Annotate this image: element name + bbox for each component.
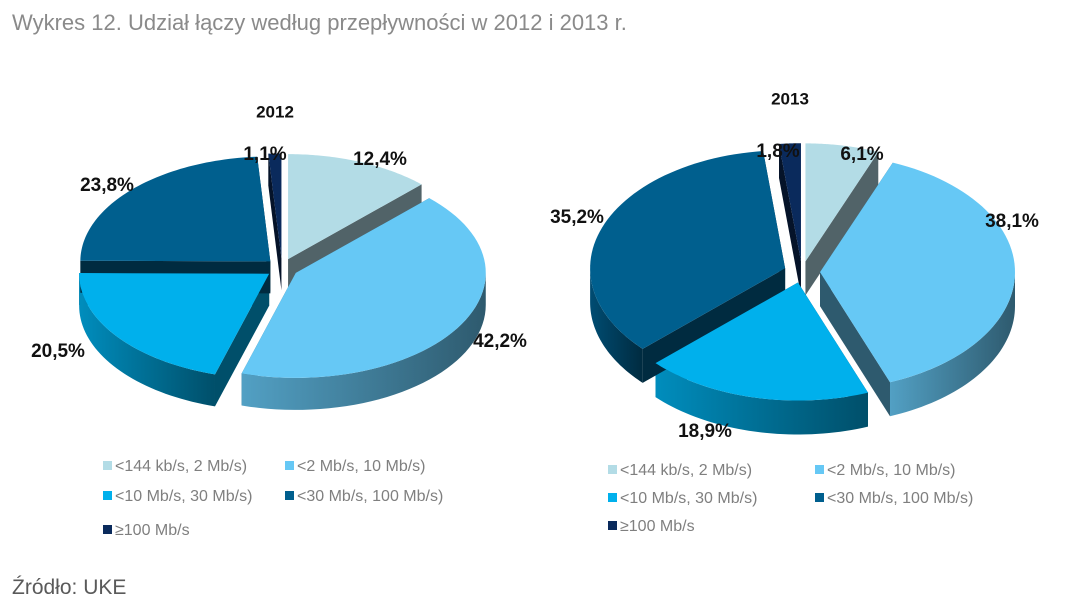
legend-swatch <box>815 465 824 474</box>
pie-year-title: 2012 <box>256 102 294 121</box>
pie-slice-side <box>79 273 215 407</box>
pie-slice <box>805 143 879 262</box>
pie-2012: 2012 12,4% 42,2% 20,5% 23,8% 1,1% <box>31 102 527 410</box>
data-label: 42,2% <box>473 331 527 352</box>
data-label: 35,2% <box>550 207 604 228</box>
legend-swatch <box>608 465 617 474</box>
data-label: 23,8% <box>80 175 134 196</box>
pie-slice-wall <box>778 143 801 296</box>
legend-item: ≥100 Mb/s <box>103 522 190 540</box>
pie-slice-side <box>890 272 1015 417</box>
legend-label: ≥100 Mb/s <box>115 522 190 539</box>
data-label: 18,9% <box>678 421 732 442</box>
legend-label: <2 Mb/s, 10 Mb/s) <box>827 462 956 479</box>
data-label: 1,8% <box>756 141 799 162</box>
legend-swatch <box>103 491 112 500</box>
legend-label: <10 Mb/s, 30 Mb/s) <box>620 490 758 507</box>
legend-label: <2 Mb/s, 10 Mb/s) <box>297 458 426 475</box>
pie-slice-side <box>655 363 868 435</box>
legend-swatch <box>608 493 617 502</box>
legend-item: <2 Mb/s, 10 Mb/s) <box>815 462 956 480</box>
legend-item: <10 Mb/s, 30 Mb/s) <box>103 488 252 506</box>
pie-slice <box>288 154 422 260</box>
legend-label: <10 Mb/s, 30 Mb/s) <box>115 488 253 505</box>
pie-slice <box>241 198 486 378</box>
pie-slice <box>778 143 801 262</box>
legend-item: <2 Mb/s, 10 Mb/s) <box>285 458 426 476</box>
legend-item: ≥100 Mb/s <box>608 518 695 536</box>
pie-slice-side <box>590 268 643 383</box>
legend-swatch <box>285 461 294 470</box>
pie-2013: 2013 6,1% 38,1% 18,9% 35,2% 1,8% <box>550 89 1039 442</box>
data-label: 6,1% <box>840 144 883 165</box>
legend-label: <30 Mb/s, 100 Mb/s) <box>297 488 444 505</box>
legend-swatch <box>608 521 617 530</box>
pie-year-title: 2013 <box>771 89 809 108</box>
pie-slice <box>80 156 271 262</box>
pie-slice-wall <box>268 153 282 291</box>
pie-slice-wall <box>805 151 879 296</box>
pie-slice <box>268 153 282 259</box>
legend-label: <144 kb/s, 2 Mb/s) <box>115 458 248 475</box>
legend-item: <30 Mb/s, 100 Mb/s) <box>285 488 443 506</box>
legend-item: <30 Mb/s, 100 Mb/s) <box>815 490 973 508</box>
data-label: 12,4% <box>353 149 407 170</box>
legend-swatch <box>103 461 112 470</box>
legend-item: <144 kb/s, 2 Mb/s) <box>608 462 752 480</box>
data-label: 38,1% <box>985 211 1039 232</box>
legend-item: <10 Mb/s, 30 Mb/s) <box>608 490 757 508</box>
legend-swatch <box>285 491 294 500</box>
chart-title: Wykres 12. Udział łączy według przepływn… <box>12 10 627 35</box>
pie-slice <box>655 282 868 401</box>
legend-swatch <box>103 525 112 534</box>
legend-label: ≥100 Mb/s <box>620 518 695 535</box>
pie-slice <box>590 151 786 349</box>
legend-label: <144 kb/s, 2 Mb/s) <box>620 462 753 479</box>
pie-slice-wall <box>214 273 270 407</box>
data-label: 1,1% <box>243 144 286 165</box>
pie-slice <box>79 273 270 375</box>
data-label: 20,5% <box>31 341 85 362</box>
legend-swatch <box>815 493 824 502</box>
pie-slice-wall <box>819 272 891 417</box>
source-note: Źródło: UKE <box>12 576 127 599</box>
legend-item: <144 kb/s, 2 Mb/s) <box>103 458 247 476</box>
pie-slice <box>819 162 1015 383</box>
pie-slice-side <box>241 272 486 410</box>
legend-label: <30 Mb/s, 100 Mb/s) <box>827 490 974 507</box>
